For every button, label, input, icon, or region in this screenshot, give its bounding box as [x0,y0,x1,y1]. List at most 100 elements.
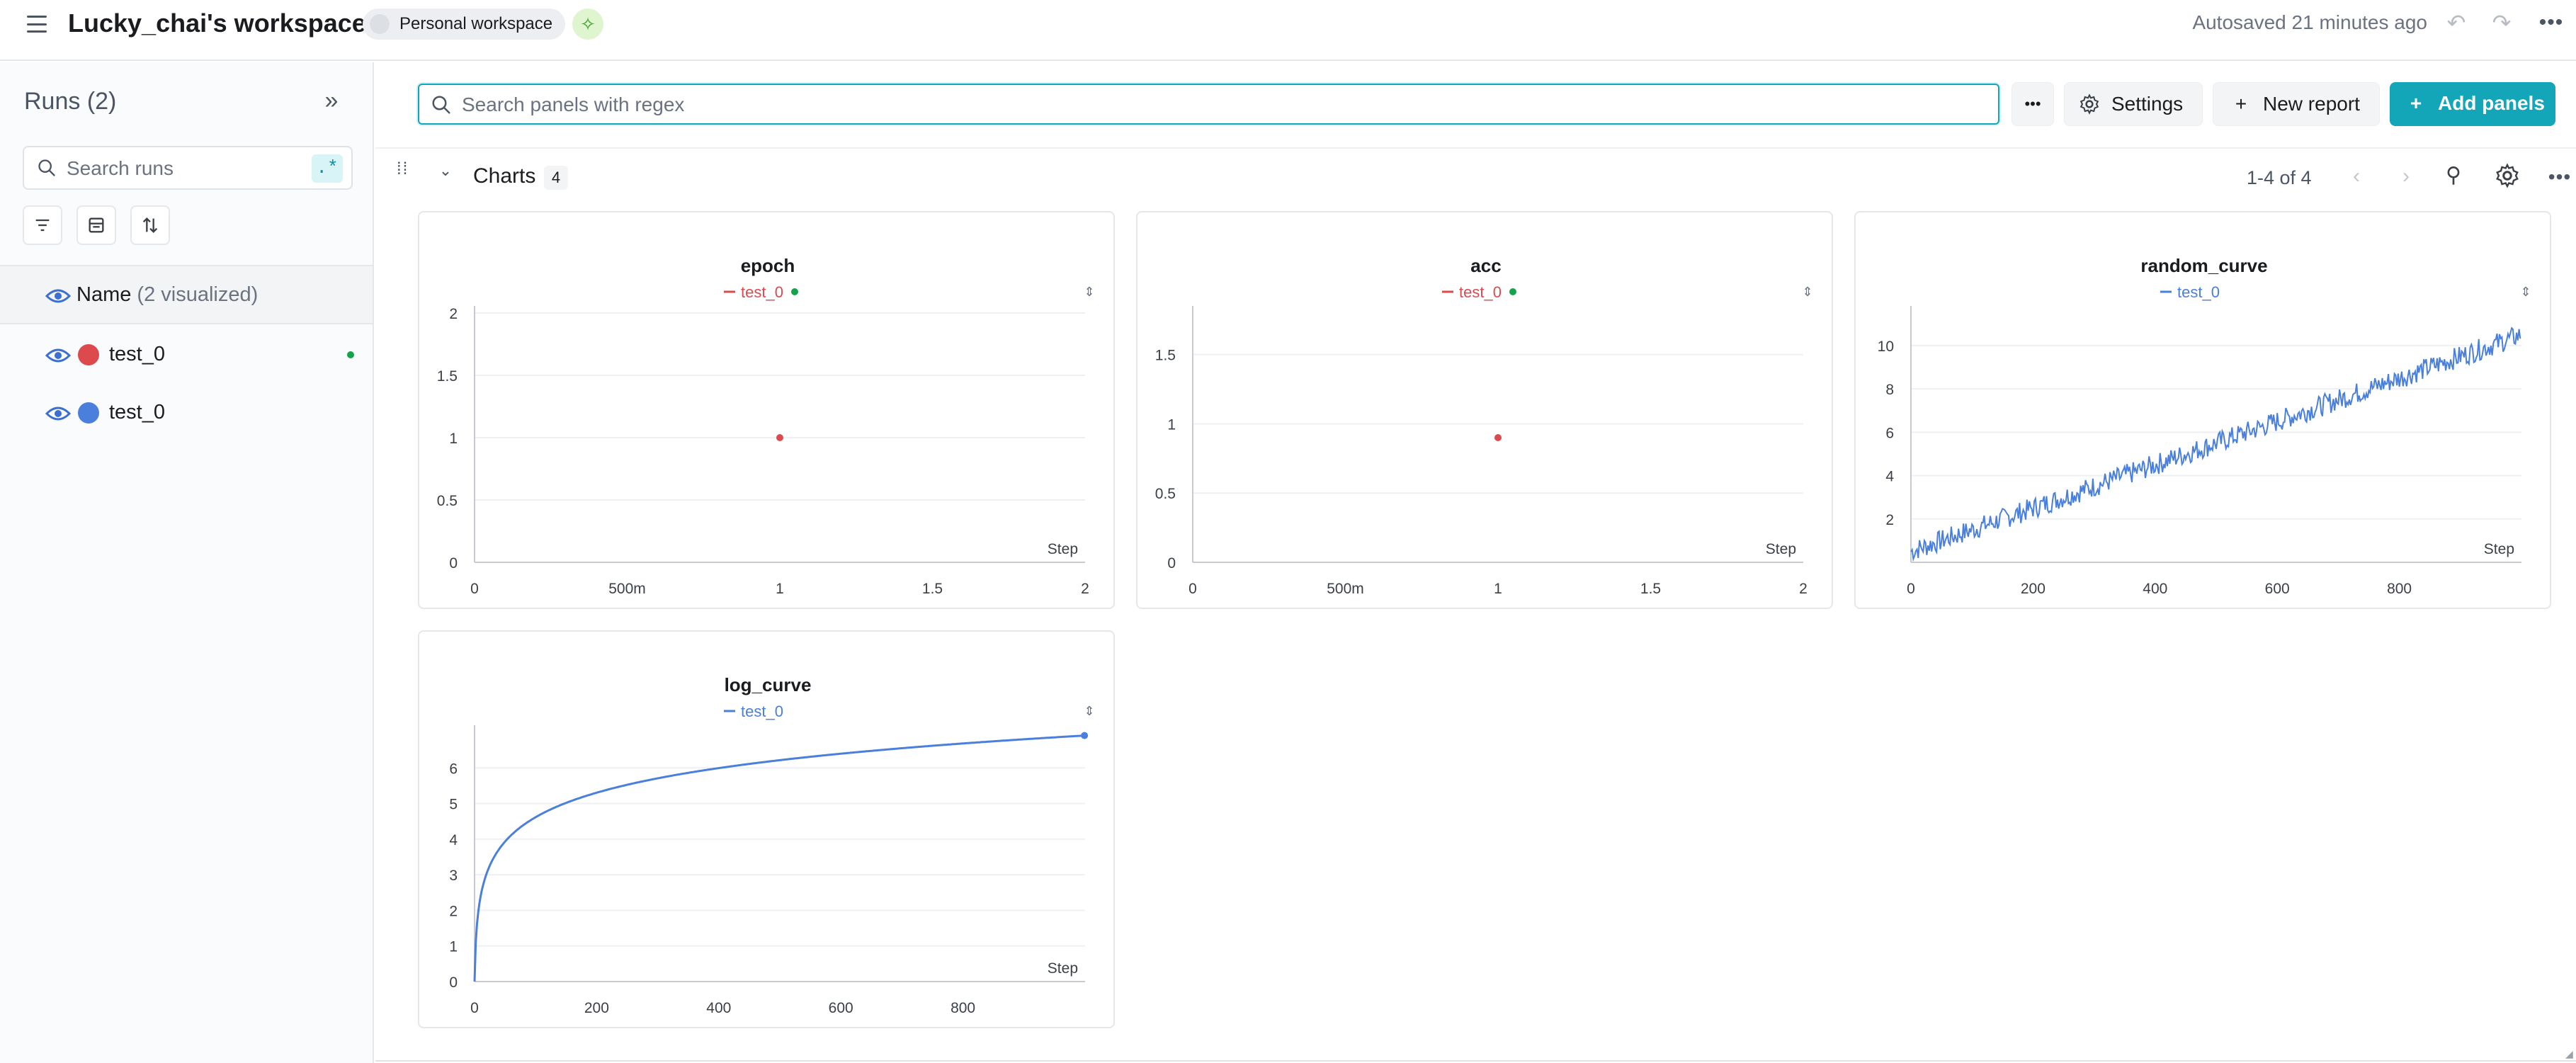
search-runs-field: .* [23,146,353,190]
x-tick-label: 600 [2265,581,2290,597]
regex-toggle[interactable]: .* [312,154,343,183]
pager-label: 1-4 of 4 [2247,167,2312,188]
legend-toggle-icon: ⇕ [2520,285,2531,299]
chart-panel-log-curve[interactable]: log_curve test_0 ⇕ 0 1 2 3 4 5 6 0 200 400 600 800 Step [418,630,1115,1028]
chart-svg: random_curve test_0 ⇕ 2 4 6 8 10 0 200 400 600 800 St… [1878,255,2531,597]
add-panels-button[interactable]: + Add panels [2390,82,2555,126]
collapse-icon[interactable]: » [324,87,339,114]
x-tick-label: 2 [1799,581,1808,597]
more-icon[interactable]: ••• [2538,11,2564,34]
charts-section-header [375,147,2576,211]
add-panels-label: Add panels [2438,92,2545,114]
y-tick-label: 0 [1167,555,1176,572]
y-tick-label: 2 [449,306,458,322]
chevron-down-icon[interactable]: ⌄ [438,161,453,179]
run-row[interactable]: test_0 [0,384,373,443]
legend-toggle-icon: ⇕ [1802,285,1812,299]
undo-icon[interactable]: ↶ [2446,10,2466,35]
eye-icon[interactable] [45,288,71,305]
runs-sidebar: Runs (2) » .* Name (2 visualized) test_0… [0,62,374,1063]
legend-label: test_0 [741,703,783,720]
chart-panel-epoch[interactable]: epoch test_0 ⇕ 0 0.5 1 1.5 2 0 500m 1 1.5 2 Step [418,211,1115,609]
resize-handle[interactable]: ◢ [2565,1048,2573,1059]
runs-table-header: Name (2 visualized) [0,265,373,324]
x-tick-label: 400 [2143,581,2167,597]
drag-icon[interactable]: ⁞⁞ [397,159,409,178]
series-line [473,734,1084,982]
workspace-badge[interactable]: Personal workspace [363,8,566,40]
top-bar: Lucky_chai's workspace Personal workspac… [0,0,2576,61]
y-tick-label: 10 [1878,339,1894,355]
filter-icon[interactable] [23,205,62,245]
y-tick-label: 4 [1885,469,1894,485]
x-tick-label: 1.5 [1640,581,1661,597]
redo-icon[interactable]: ↷ [2492,10,2512,35]
sort-icon[interactable] [130,205,170,245]
plus-icon: + [2235,93,2247,115]
y-tick-label: 6 [449,761,458,777]
chart-title: epoch [741,255,795,276]
section-bottom-border [375,1060,2576,1062]
x-tick-label: 500m [608,581,646,597]
autosaved-status: Autosaved 21 minutes ago [2192,11,2427,33]
x-tick-label: 1.5 [922,581,943,597]
y-tick-label: 0 [449,555,458,572]
hamburger-icon[interactable] [27,16,47,33]
run-live-indicator [347,351,354,358]
y-tick-label: 1 [449,431,458,447]
chart-panel-acc[interactable]: acc test_0 ⇕ 0 0.5 1 1.5 0 500m 1 1.5 2 Step [1136,211,1833,609]
more-options-button[interactable]: ••• [2012,82,2054,126]
more-icon[interactable]: ••• [2548,166,2572,188]
runs-title: Runs (2) [24,88,117,115]
sparkle-icon[interactable]: ✧ [572,8,603,40]
legend-live-dot [1509,288,1516,295]
x-tick-label: 2 [1081,581,1089,597]
legend-label: test_0 [741,283,783,301]
y-tick-label: 5 [449,797,458,813]
chart-title: random_curve [2140,255,2267,276]
x-tick-label: 0 [470,1000,479,1016]
x-axis-label: Step [2484,541,2514,557]
panel-search-field [418,84,1999,125]
search-runs-input[interactable] [67,154,293,183]
y-tick-label: 2 [449,903,458,919]
columns-icon[interactable] [76,205,116,245]
x-tick-label: 1 [1494,581,1502,597]
settings-label: Settings [2111,93,2184,115]
series-end-point [1081,732,1089,739]
x-tick-label: 800 [2387,581,2412,597]
x-tick-label: 0 [1188,581,1197,597]
section-title[interactable]: Charts [473,164,536,188]
chart-title: acc [1470,255,1501,276]
run-color-dot[interactable] [78,402,99,424]
run-name[interactable]: test_0 [109,401,165,424]
new-report-button[interactable]: + New report [2213,82,2380,126]
y-tick-label: 1 [449,939,458,955]
eye-icon[interactable] [45,405,71,422]
x-axis-label: Step [1048,960,1078,977]
chart-panel-random-curve[interactable]: random_curve test_0 ⇕ 2 4 6 8 10 0 200 400 600 800 St… [1854,211,2551,609]
y-tick-label: 1.5 [437,368,458,385]
eye-icon[interactable] [45,347,71,364]
gear-icon[interactable] [2495,163,2520,188]
workspace-title: Lucky_chai's workspace [68,8,366,38]
chevron-left-icon[interactable]: ‹ [2353,164,2360,188]
x-axis-label: Step [1766,541,1796,557]
run-color-dot[interactable] [78,344,99,365]
run-row[interactable]: test_0 [0,326,373,385]
y-tick-label: 4 [449,832,458,848]
plus-icon: + [2410,92,2422,114]
data-point [1494,434,1502,441]
x-tick-label: 500m [1327,581,1364,597]
x-axis-label: Step [1048,541,1078,557]
wand-icon[interactable]: ⚲ [2446,164,2461,187]
legend-label: test_0 [2177,283,2220,301]
new-report-label: New report [2263,93,2360,115]
panel-search-input[interactable] [462,91,1949,119]
y-tick-label: 0 [449,974,458,991]
chevron-right-icon[interactable]: › [2402,164,2410,188]
legend-live-dot [791,288,798,295]
run-name[interactable]: test_0 [109,343,165,365]
y-tick-label: 3 [449,868,458,884]
settings-button[interactable]: Settings [2064,82,2203,126]
